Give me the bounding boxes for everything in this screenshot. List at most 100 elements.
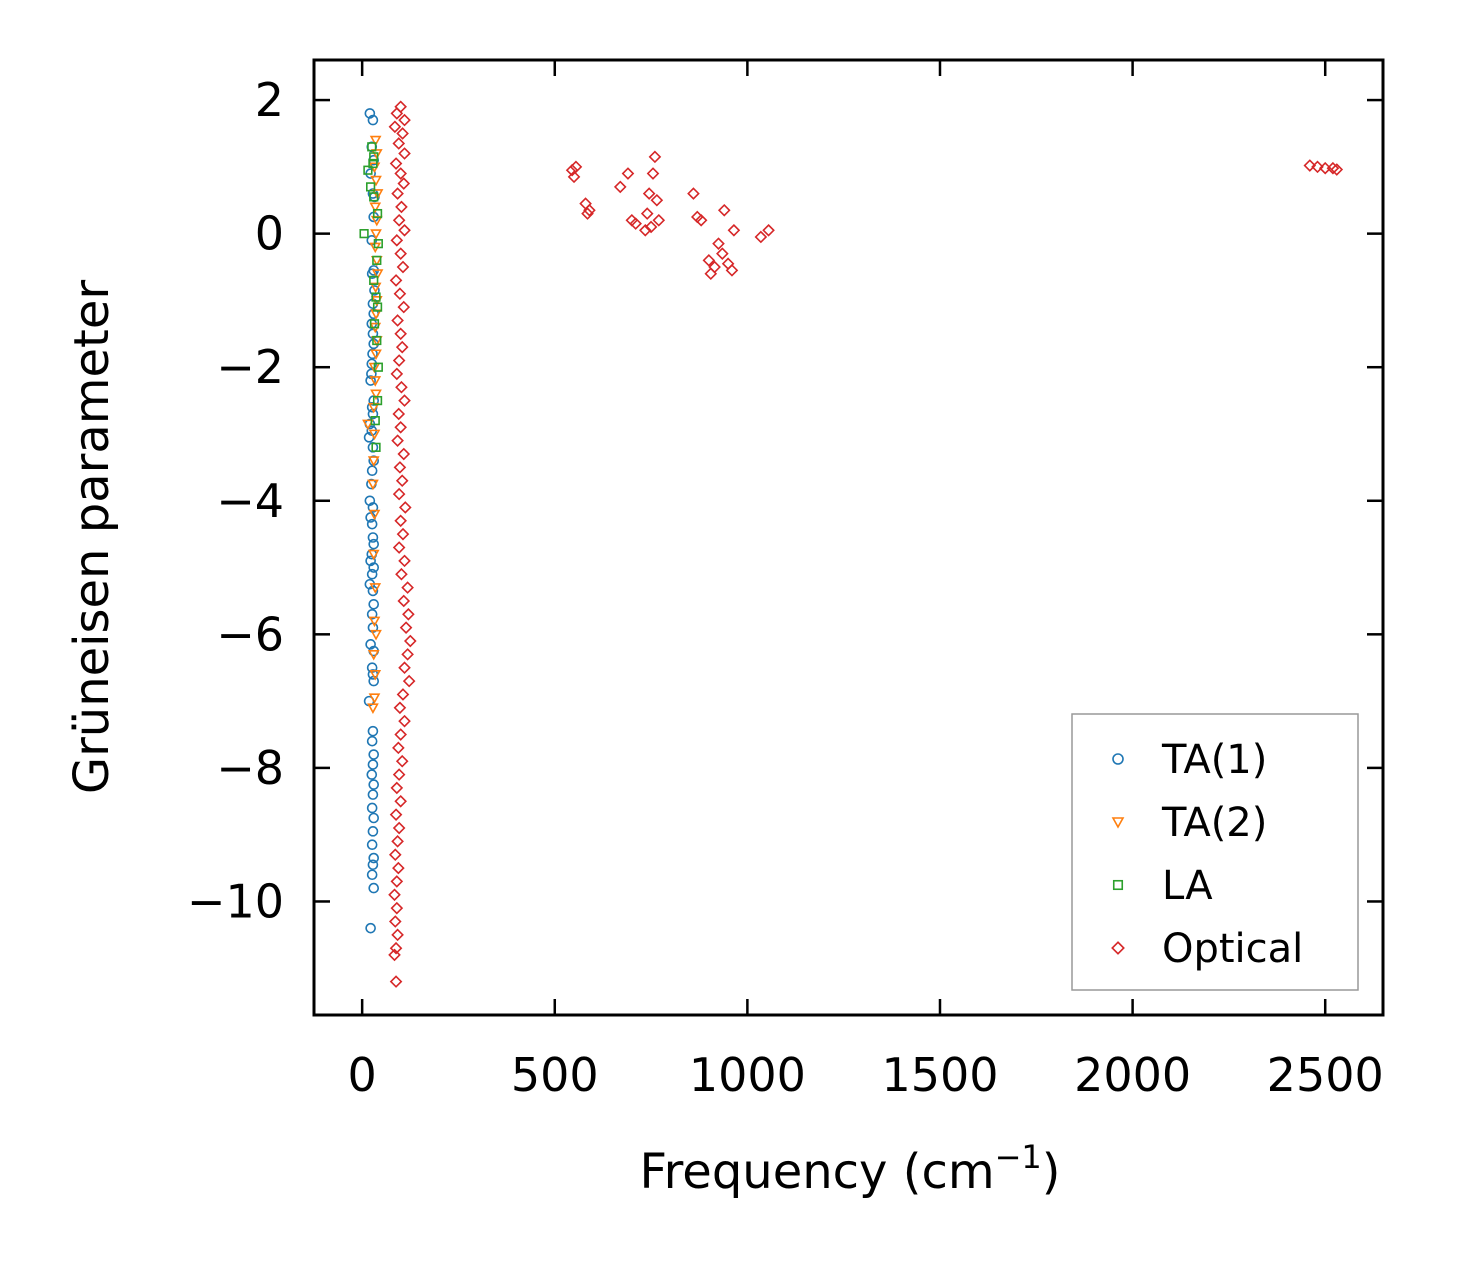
data-point <box>394 728 407 741</box>
data-point <box>583 203 596 217</box>
data-point <box>368 779 380 790</box>
data-point <box>369 670 382 681</box>
data-point <box>395 340 409 354</box>
x-tick-label: 500 <box>511 1048 599 1102</box>
data-point <box>364 495 376 507</box>
data-point <box>370 349 382 360</box>
data-point <box>396 127 409 140</box>
data-point <box>392 407 406 421</box>
data-point <box>369 285 380 296</box>
data-point <box>401 648 414 661</box>
data-point <box>394 514 407 528</box>
data-point <box>366 769 378 780</box>
plot-area <box>359 100 1344 988</box>
data-point <box>694 213 708 227</box>
data-point <box>391 187 404 200</box>
data-point <box>1330 163 1344 176</box>
data-point <box>372 335 382 346</box>
data-point <box>402 607 415 621</box>
data-point <box>371 189 384 200</box>
data-point <box>369 376 382 387</box>
y-tick-label: −2 <box>216 340 284 394</box>
data-point <box>640 207 654 220</box>
legend-item: Optical <box>1111 926 1303 972</box>
x-tick-label: 2500 <box>1267 1048 1384 1102</box>
data-point <box>367 348 378 360</box>
data-point <box>388 848 402 862</box>
data-point <box>392 137 406 150</box>
plot-frame <box>312 58 1385 1017</box>
data-point <box>398 554 411 568</box>
data-point <box>394 100 407 114</box>
data-point <box>393 461 407 474</box>
data-point <box>394 167 407 180</box>
data-point <box>396 260 410 274</box>
y-tick-label: −4 <box>216 474 284 528</box>
data-point <box>397 300 411 314</box>
data-point <box>390 875 404 888</box>
data-point <box>367 532 379 543</box>
legend-item: TA(2) <box>1111 800 1267 846</box>
data-point <box>366 465 378 477</box>
data-point <box>365 375 376 386</box>
data-point <box>367 549 380 561</box>
data-point <box>390 781 404 795</box>
data-point <box>367 649 380 661</box>
data-point <box>398 223 411 237</box>
data-point <box>367 859 379 871</box>
data-point <box>397 594 411 608</box>
data-point <box>370 629 382 641</box>
data-point <box>565 163 579 177</box>
data-point <box>366 839 378 851</box>
y-tick-label: 2 <box>255 73 284 127</box>
data-point <box>388 948 401 962</box>
data-point <box>368 562 380 573</box>
data-point <box>367 479 379 491</box>
data-point <box>392 768 406 781</box>
data-point <box>366 869 378 881</box>
series-optical <box>388 100 1344 988</box>
data-point <box>372 208 383 219</box>
data-point <box>369 319 380 329</box>
data-point <box>398 113 411 127</box>
data-point <box>613 180 627 194</box>
legend-marker <box>1112 753 1124 765</box>
data-point <box>368 882 380 894</box>
data-point <box>371 269 384 280</box>
data-point <box>708 260 721 274</box>
legend-item: LA <box>1112 863 1213 909</box>
data-point <box>372 395 383 406</box>
data-point <box>369 202 382 214</box>
data-point <box>366 268 378 280</box>
data-point <box>392 354 406 367</box>
data-point <box>365 922 376 934</box>
data-point <box>395 200 408 214</box>
data-point <box>687 187 700 200</box>
data-point <box>372 302 383 312</box>
data-point <box>366 802 378 814</box>
data-point <box>398 394 411 407</box>
data-point <box>650 193 664 207</box>
data-point <box>388 120 402 134</box>
data-point <box>370 389 382 401</box>
data-point <box>394 247 407 260</box>
data-point <box>402 674 416 688</box>
data-point <box>367 142 377 152</box>
data-point <box>367 114 379 126</box>
data-point <box>392 741 405 755</box>
data-point <box>648 150 662 164</box>
data-point <box>364 108 376 119</box>
data-point <box>644 220 658 234</box>
data-point <box>393 701 407 715</box>
data-point <box>395 754 409 768</box>
data-point <box>569 160 583 174</box>
data-point <box>369 583 382 594</box>
legend: TA(1) TA(2) LA Optical <box>1071 713 1359 991</box>
data-point <box>396 688 410 701</box>
data-point <box>392 821 406 835</box>
data-point <box>368 693 381 704</box>
data-point <box>398 147 411 160</box>
data-point <box>395 474 409 488</box>
data-point <box>392 213 406 227</box>
